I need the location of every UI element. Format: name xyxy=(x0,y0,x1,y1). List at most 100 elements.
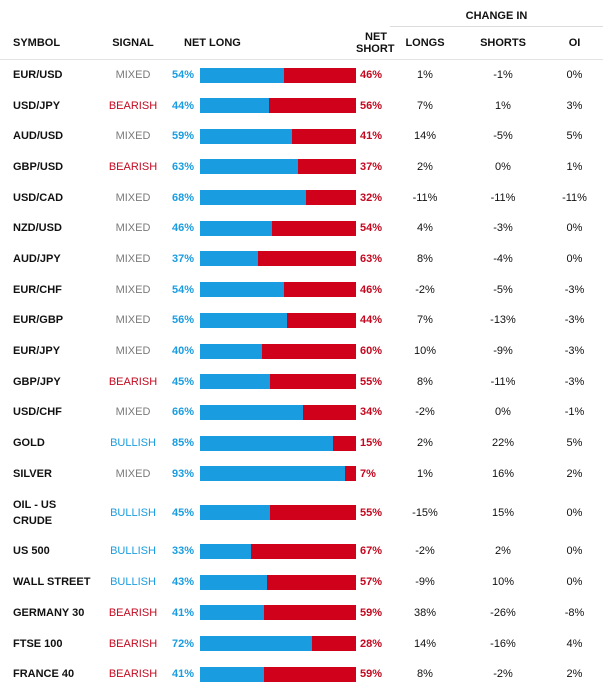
net-long-bar xyxy=(200,98,269,114)
table-row[interactable]: GERMANY 30 BEARISH 41% 59% 38% -26% -8% xyxy=(0,598,603,629)
table-row[interactable]: USD/JPY BEARISH 44% 56% 7% 1% 3% xyxy=(0,90,603,121)
longs-change-cell: 2% xyxy=(417,437,433,450)
net-long-header[interactable]: NET LONG xyxy=(170,26,356,60)
symbol-cell[interactable]: USD/JPY xyxy=(13,99,61,112)
net-short-bar xyxy=(268,98,356,114)
net-long-value: 40% xyxy=(171,345,194,358)
symbol-cell[interactable]: GBP/USD xyxy=(13,160,64,173)
sentiment-bar xyxy=(200,404,356,420)
table-row[interactable]: FRANCE 40 BEARISH 41% 59% 8% -2% 2% xyxy=(0,659,603,690)
table-row[interactable]: EUR/USD MIXED 54% 46% 1% -1% 0% xyxy=(0,60,603,91)
table-row[interactable]: GBP/USD BEARISH 63% 37% 2% 0% 1% xyxy=(0,152,603,183)
longs-header[interactable]: LONGS xyxy=(390,26,460,60)
table-row[interactable]: OIL - US CRUDE BULLISH 45% 55% -15% 15% 0% xyxy=(0,489,603,536)
shorts-change-cell: 0% xyxy=(495,160,511,173)
net-long-value: 72% xyxy=(171,637,194,650)
symbol-cell[interactable]: EUR/USD xyxy=(13,69,63,82)
net-short-bar xyxy=(332,435,356,451)
net-short-value: 28% xyxy=(360,637,383,650)
table-row[interactable]: USD/CAD MIXED 68% 32% -11% -11% -11% xyxy=(0,182,603,213)
signal-cell: BULLISH xyxy=(110,437,156,450)
net-short-bar xyxy=(345,466,356,482)
table-row[interactable]: EUR/JPY MIXED 40% 60% 10% -9% -3% xyxy=(0,336,603,367)
net-short-value: 41% xyxy=(360,130,383,143)
symbol-header[interactable]: SYMBOL xyxy=(0,26,96,60)
symbol-cell[interactable]: OIL - US CRUDE xyxy=(13,498,57,527)
net-long-value: 68% xyxy=(171,191,194,204)
net-short-value: 63% xyxy=(360,252,383,265)
net-long-value: 46% xyxy=(171,222,194,235)
symbol-cell[interactable]: GOLD xyxy=(13,437,45,450)
signal-cell: BULLISH xyxy=(110,545,156,558)
signal-cell: BULLISH xyxy=(110,506,156,519)
symbol-cell[interactable]: FTSE 100 xyxy=(13,637,63,650)
signal-cell: MIXED xyxy=(115,130,151,143)
symbol-cell[interactable]: EUR/GBP xyxy=(13,314,64,327)
longs-change-cell: -2% xyxy=(415,283,435,296)
symbol-cell[interactable]: WALL STREET xyxy=(13,576,91,589)
net-long-bar xyxy=(200,466,346,482)
shorts-header[interactable]: SHORTS xyxy=(460,26,546,60)
sentiment-bar xyxy=(200,466,356,482)
net-short-header[interactable]: NET SHORT xyxy=(356,26,395,60)
oi-change-cell: 1% xyxy=(566,160,583,173)
net-short-value: 59% xyxy=(360,668,383,681)
net-long-bar xyxy=(200,636,313,652)
oi-header[interactable]: OI xyxy=(546,26,603,60)
net-long-value: 45% xyxy=(171,506,194,519)
net-short-bar xyxy=(284,67,356,83)
symbol-cell[interactable]: AUD/JPY xyxy=(13,252,61,265)
sentiment-bar xyxy=(200,251,356,267)
table-row[interactable]: FTSE 100 BEARISH 72% 28% 14% -16% 4% xyxy=(0,628,603,659)
signal-cell: BEARISH xyxy=(108,99,158,112)
net-short-bar xyxy=(312,636,356,652)
symbol-cell[interactable]: USD/CHF xyxy=(13,406,62,419)
net-short-bar xyxy=(284,282,356,298)
table-row[interactable]: WALL STREET BULLISH 43% 57% -9% 10% 0% xyxy=(0,567,603,598)
sentiment-bar xyxy=(200,190,356,206)
net-short-value: 44% xyxy=(360,314,383,327)
table-row[interactable]: GOLD BULLISH 85% 15% 2% 22% 5% xyxy=(0,428,603,459)
symbol-cell[interactable]: AUD/USD xyxy=(13,130,64,143)
net-long-value: 41% xyxy=(171,668,194,681)
symbol-cell[interactable]: EUR/JPY xyxy=(13,345,61,358)
longs-change-cell: 7% xyxy=(417,314,433,327)
oi-change-cell: -1% xyxy=(564,406,585,419)
longs-change-cell: -15% xyxy=(412,506,438,519)
symbol-cell[interactable]: NZD/USD xyxy=(13,222,62,235)
sentiment-bar-cell xyxy=(200,121,356,152)
symbol-cell[interactable]: GERMANY 30 xyxy=(13,606,85,619)
sentiment-bar-cell xyxy=(200,60,356,91)
symbol-cell[interactable]: USD/CAD xyxy=(13,191,64,204)
longs-change-cell: -2% xyxy=(415,545,435,558)
table-row[interactable]: GBP/JPY BEARISH 45% 55% 8% -11% -3% xyxy=(0,366,603,397)
signal-cell: MIXED xyxy=(115,69,151,82)
symbol-cell[interactable]: GBP/JPY xyxy=(13,375,61,388)
net-long-value: 63% xyxy=(171,160,194,173)
net-short-value: 46% xyxy=(360,283,383,296)
sentiment-bar xyxy=(200,67,356,83)
net-long-bar xyxy=(200,404,303,420)
symbol-cell[interactable]: EUR/CHF xyxy=(13,283,62,296)
symbol-cell[interactable]: FRANCE 40 xyxy=(13,668,75,681)
net-short-bar xyxy=(257,251,356,267)
oi-change-cell: 2% xyxy=(566,668,583,681)
shorts-change-cell: -11% xyxy=(490,375,516,388)
table-row[interactable]: USD/CHF MIXED 66% 34% -2% 0% -1% xyxy=(0,397,603,428)
table-row[interactable]: EUR/CHF MIXED 54% 46% -2% -5% -3% xyxy=(0,274,603,305)
net-short-value: 57% xyxy=(360,576,383,589)
symbol-cell[interactable]: US 500 xyxy=(13,545,50,558)
sentiment-bar-cell xyxy=(200,598,356,629)
table-row[interactable]: SILVER MIXED 93% 7% 1% 16% 2% xyxy=(0,458,603,489)
table-row[interactable]: EUR/GBP MIXED 56% 44% 7% -13% -3% xyxy=(0,305,603,336)
signal-cell: BEARISH xyxy=(108,606,158,619)
sentiment-bar xyxy=(200,435,356,451)
net-short-bar xyxy=(270,374,356,390)
table-row[interactable]: AUD/JPY MIXED 37% 63% 8% -4% 0% xyxy=(0,244,603,275)
signal-header[interactable]: SIGNAL xyxy=(96,26,170,60)
table-row[interactable]: NZD/USD MIXED 46% 54% 4% -3% 0% xyxy=(0,213,603,244)
table-row[interactable]: AUD/USD MIXED 59% 41% 14% -5% 5% xyxy=(0,121,603,152)
longs-change-cell: 1% xyxy=(417,69,433,82)
symbol-cell[interactable]: SILVER xyxy=(13,467,52,480)
table-row[interactable]: US 500 BULLISH 33% 67% -2% 2% 0% xyxy=(0,536,603,567)
